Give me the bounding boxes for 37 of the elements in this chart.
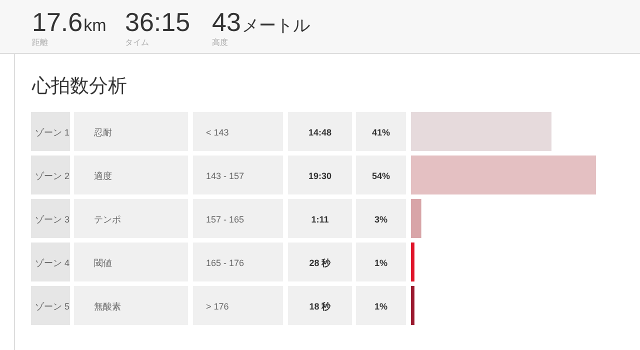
data-label: 41%: [372, 128, 390, 138]
text: 19:30: [308, 171, 332, 181]
text: 14:48: [308, 128, 332, 138]
bar: [411, 199, 422, 238]
bar: [411, 112, 552, 151]
text: < 143: [206, 128, 229, 138]
text: タイム: [125, 38, 149, 47]
y-tick-label: ゾーン 2: [35, 171, 70, 181]
bar: [411, 156, 596, 194]
text: 1:11: [311, 214, 329, 224]
text: 143 - 157: [206, 171, 244, 181]
text: 43メートル: [212, 7, 310, 37]
text: 18 秒: [309, 302, 332, 312]
text: 高度: [212, 38, 228, 47]
text: 36:15: [125, 7, 190, 37]
text: 17.6km: [32, 7, 106, 37]
text: 忍耐: [93, 128, 112, 138]
text: 157 - 165: [206, 214, 244, 224]
text: > 176: [206, 302, 229, 312]
y-tick-label: ゾーン 5: [35, 302, 70, 312]
text: 165 - 176: [206, 258, 244, 268]
text: 心拍数分析: [31, 75, 127, 97]
data-label: 3%: [374, 214, 388, 224]
data-label: 1%: [374, 258, 388, 268]
y-tick-label: ゾーン 3: [35, 214, 70, 224]
y-tick-label: ゾーン 1: [35, 128, 70, 138]
text: 閾値: [94, 258, 112, 268]
data-label: 54%: [372, 171, 390, 181]
data-label: 1%: [374, 302, 388, 312]
text: 適度: [94, 171, 112, 181]
bar: [411, 286, 414, 325]
text: 距離: [32, 38, 48, 47]
text: テンポ: [94, 214, 121, 224]
text: 無酸素: [94, 302, 121, 312]
bar: [411, 242, 414, 282]
y-tick-label: ゾーン 4: [35, 258, 70, 268]
text: 28 秒: [309, 258, 332, 268]
